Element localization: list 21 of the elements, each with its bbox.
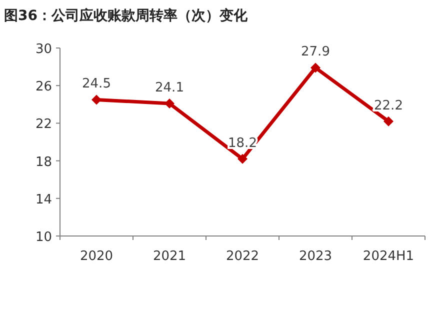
chart-title: 图36：公司应收账款周转率（次）变化 (4, 7, 248, 24)
y-tick-label: 10 (35, 230, 52, 245)
x-tick-label: 2021 (152, 249, 186, 264)
data-label: 24.5 (82, 76, 111, 92)
data-label: 22.2 (374, 98, 403, 114)
y-tick-label: 18 (35, 154, 52, 170)
data-label: 24.1 (155, 80, 184, 96)
x-tick-label: 2023 (298, 249, 332, 264)
point (164, 98, 174, 108)
data-label: 27.9 (301, 44, 330, 60)
y-tick-label: 22 (35, 117, 52, 132)
y-tick-label: 26 (35, 80, 52, 95)
x-tick-label: 2020 (80, 249, 114, 264)
y-tick-label: 30 (35, 42, 52, 57)
x-tick-label: 2024H1 (362, 249, 414, 264)
point (92, 94, 102, 105)
point (310, 62, 320, 73)
x-tick-label: 2022 (226, 249, 260, 264)
point (384, 116, 394, 126)
y-tick-label: 14 (35, 192, 52, 208)
point (238, 154, 248, 164)
